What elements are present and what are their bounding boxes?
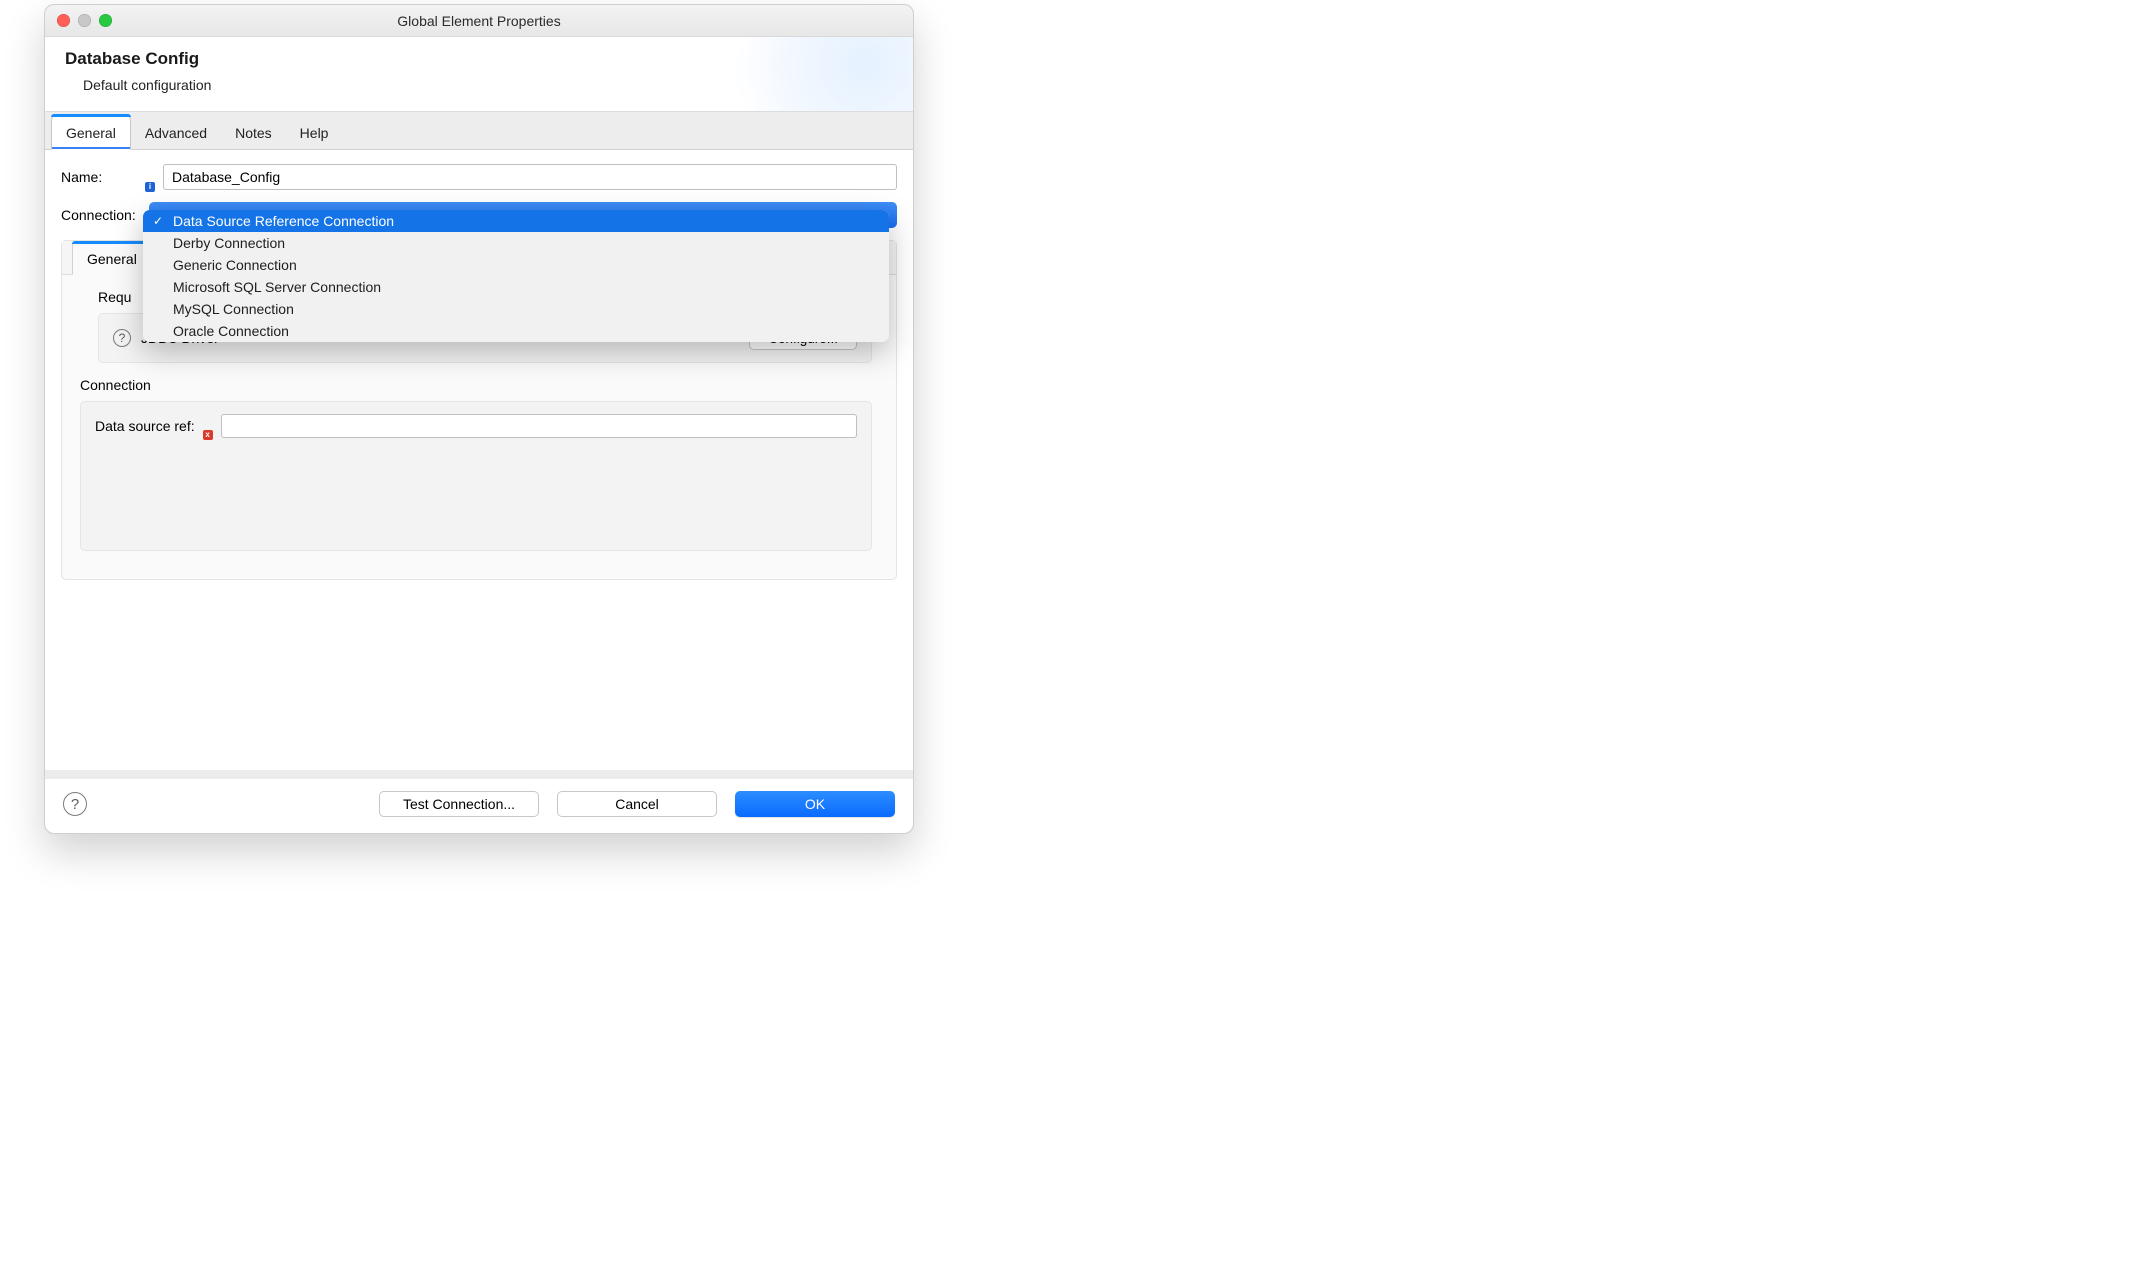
dialog-footer: ? Test Connection... Cancel OK	[45, 779, 913, 833]
connection-section-label: Connection	[80, 377, 872, 393]
help-icon[interactable]: ?	[113, 329, 131, 347]
cancel-button[interactable]: Cancel	[557, 791, 717, 817]
info-icon: i	[145, 182, 155, 192]
dropdown-option[interactable]: Data Source Reference Connection	[143, 210, 889, 232]
tab-notes[interactable]: Notes	[221, 116, 286, 149]
dialog-window: Global Element Properties Database Confi…	[44, 4, 914, 834]
name-label: Name:	[61, 169, 141, 185]
dropdown-option[interactable]: Derby Connection	[143, 232, 889, 254]
test-connection-button[interactable]: Test Connection...	[379, 791, 539, 817]
dsref-input[interactable]	[221, 414, 857, 438]
dropdown-option[interactable]: Generic Connection	[143, 254, 889, 276]
dialog-body: Name: i Connection: Data Source Referenc…	[45, 150, 913, 770]
connection-label: Connection:	[61, 207, 141, 223]
name-row: Name: i	[61, 164, 897, 190]
connection-box: Data source ref: x	[80, 401, 872, 551]
tab-general[interactable]: General	[51, 115, 131, 150]
titlebar: Global Element Properties	[45, 5, 913, 37]
tab-help[interactable]: Help	[286, 116, 343, 149]
zoom-icon[interactable]	[99, 14, 112, 27]
window-controls	[45, 14, 112, 27]
main-tabs: General Advanced Notes Help	[45, 112, 913, 150]
help-icon[interactable]: ?	[63, 792, 87, 816]
dsref-label: Data source ref:	[95, 418, 195, 434]
ok-button[interactable]: OK	[735, 791, 895, 817]
name-input[interactable]	[163, 164, 897, 190]
inner-tab-general[interactable]: General	[72, 242, 152, 275]
connection-dropdown[interactable]: Data Source Reference Connection Derby C…	[143, 210, 889, 342]
dropdown-option[interactable]: Microsoft SQL Server Connection	[143, 276, 889, 298]
dialog-header: Database Config Default configuration	[45, 37, 913, 112]
decorative-orb	[733, 37, 913, 112]
dropdown-option[interactable]: Oracle Connection	[143, 320, 889, 342]
error-icon: x	[203, 430, 213, 440]
minimize-icon	[78, 14, 91, 27]
close-icon[interactable]	[57, 14, 70, 27]
dropdown-option[interactable]: MySQL Connection	[143, 298, 889, 320]
window-title: Global Element Properties	[45, 13, 913, 29]
tab-advanced[interactable]: Advanced	[131, 116, 221, 149]
